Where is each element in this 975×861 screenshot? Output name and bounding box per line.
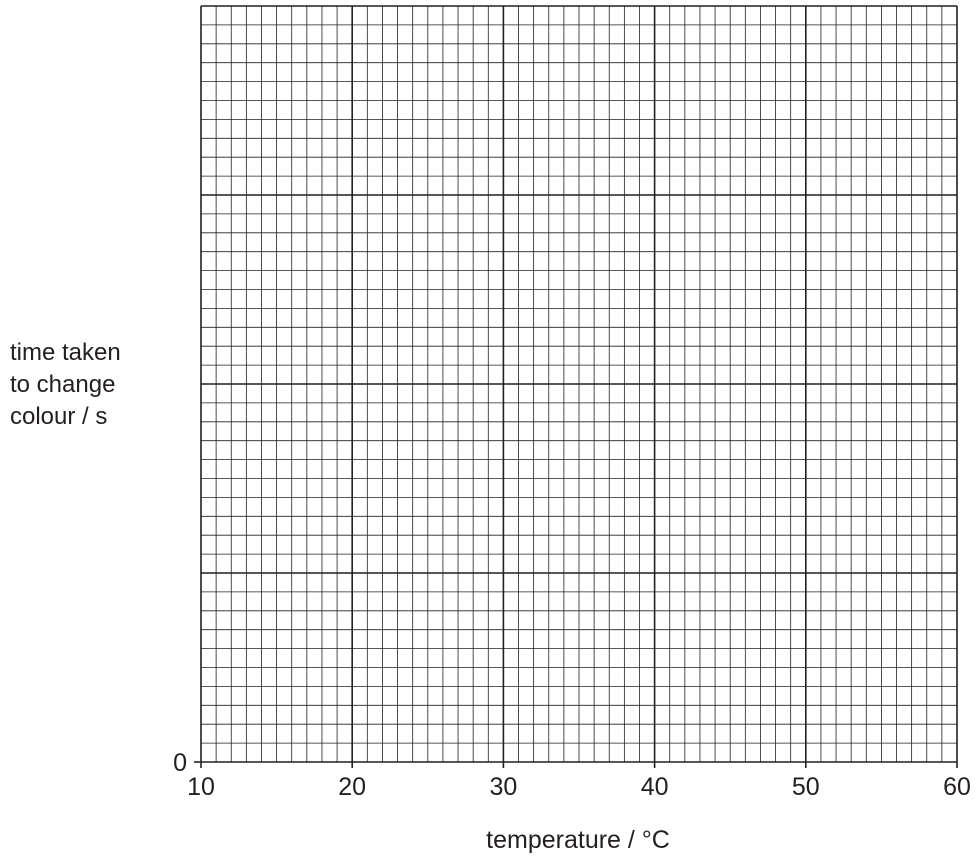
tick-marks [194, 761, 958, 768]
y-axis-title-line-1: time taken [10, 339, 121, 366]
y-axis-title-line-2: to change [10, 371, 116, 398]
y-axis-title-line-3: colour / s [10, 403, 108, 430]
x-tick-label: 60 [943, 773, 971, 801]
x-tick-label: 10 [187, 773, 215, 801]
x-tick-label: 20 [338, 773, 366, 801]
x-tick-label: 50 [792, 773, 820, 801]
tick-labels: 10 20 30 40 50 60 0 [173, 749, 971, 801]
x-tick-label: 30 [489, 773, 517, 801]
y-tick-label: 0 [173, 749, 187, 777]
x-tick-label: 40 [641, 773, 669, 801]
x-axis-title: temperature / °C [486, 826, 670, 854]
major-gridlines [200, 5, 958, 763]
